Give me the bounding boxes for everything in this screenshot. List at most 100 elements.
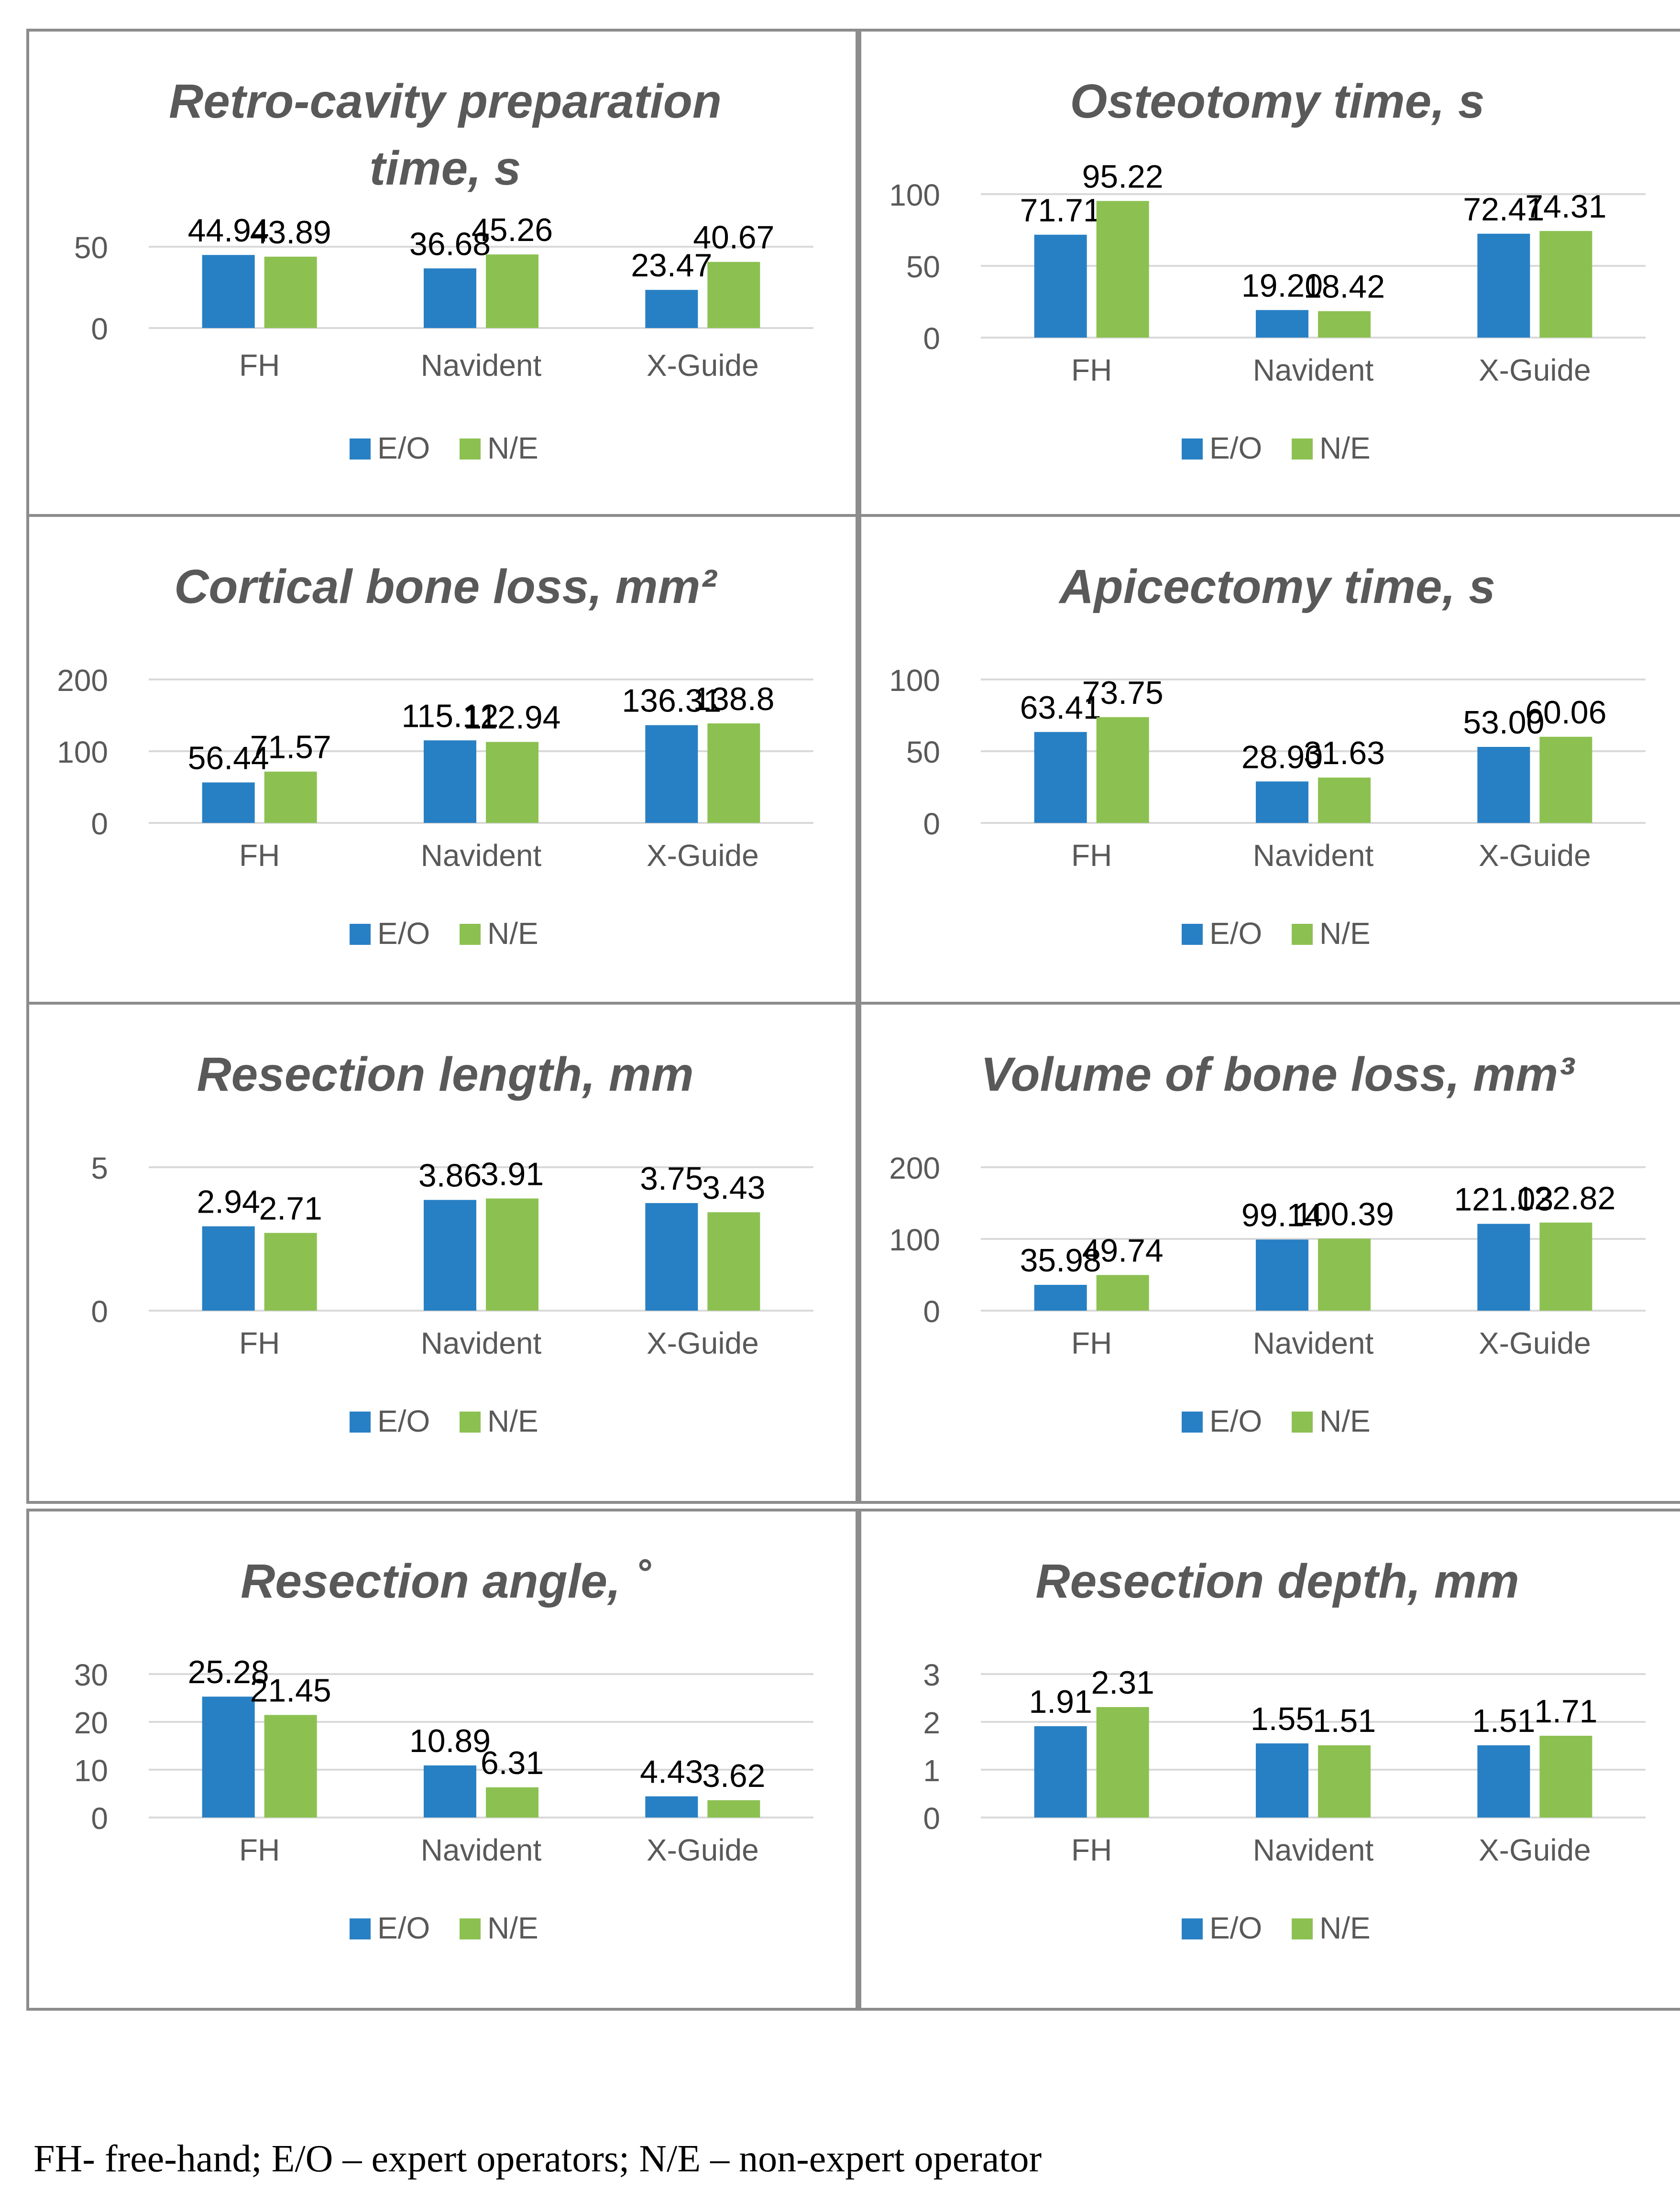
legend-label: E/O <box>377 1911 430 1945</box>
y-tick-label: 200 <box>889 1151 940 1185</box>
legend-label: E/O <box>377 1404 430 1438</box>
y-tick-label: 0 <box>923 1801 940 1836</box>
bar-eo-fh <box>1034 234 1087 338</box>
y-tick-label: 0 <box>923 321 940 356</box>
legend-swatch <box>1292 1412 1313 1433</box>
category-label: X-Guide <box>1479 1326 1591 1360</box>
bar-eo-x-guide <box>1477 1745 1530 1818</box>
bar-ne-fh <box>264 1233 317 1311</box>
y-tick-label: 0 <box>923 1294 940 1329</box>
bar-eo-x-guide <box>645 290 698 328</box>
data-label: 2.94 <box>197 1184 260 1220</box>
chart-svg: Resection length, mm 0 5 2.942.71 FH 3.863.91… <box>91 1048 813 1438</box>
data-label: 72.41 <box>1463 191 1544 228</box>
data-label: 1.51 <box>1313 1703 1376 1739</box>
y-tick-label: 20 <box>74 1706 108 1740</box>
legend-swatch <box>350 1412 371 1433</box>
bar-ne-x-guide <box>1539 1736 1592 1818</box>
bar-ne-navident <box>1318 1238 1371 1311</box>
bar-ne-fh <box>1096 1275 1149 1311</box>
category-label: X-Guide <box>1479 1833 1591 1867</box>
data-label: 71.71 <box>1020 192 1101 229</box>
data-label: 112.94 <box>464 700 561 736</box>
y-tick-label: 0 <box>91 1801 108 1836</box>
data-label: 1.55 <box>1251 1701 1314 1737</box>
chart-title: Resection length, mm <box>197 1048 693 1101</box>
bar-eo-fh <box>1034 732 1087 823</box>
category-label: X-Guide <box>647 1833 759 1867</box>
bar-eo-fh <box>202 1697 255 1818</box>
category-label: FH <box>1071 838 1112 873</box>
category-label: FH <box>1071 1326 1112 1360</box>
legend-swatch <box>350 924 371 945</box>
data-label: 1.51 <box>1472 1703 1535 1739</box>
data-label: 73.75 <box>1082 675 1164 711</box>
legend-swatch <box>1182 1412 1203 1433</box>
legend-swatch <box>1182 438 1203 460</box>
bar-ne-fh <box>264 256 317 328</box>
data-label: 43.89 <box>250 214 331 251</box>
bar-ne-x-guide <box>1539 231 1592 338</box>
y-tick-label: 100 <box>889 178 940 212</box>
category-label: Navident <box>421 838 542 873</box>
category-label: Navident <box>421 348 542 383</box>
legend-swatch <box>1292 438 1313 460</box>
category-label: FH <box>1071 353 1112 387</box>
data-label: 21.45 <box>250 1673 331 1709</box>
legend-swatch <box>1182 1918 1203 1939</box>
data-label: 35.98 <box>1020 1242 1101 1279</box>
category-label: FH <box>239 1833 280 1867</box>
data-label: 138.8 <box>693 681 774 717</box>
y-tick-label: 0 <box>91 807 108 841</box>
chart-panel-3: Cortical bone loss, mm² 0 100 200 56.44 71.57… <box>26 514 858 1016</box>
bar-ne-navident <box>1318 777 1371 823</box>
chart-title: Apicectomy time, s <box>1058 560 1495 613</box>
data-label: 95.22 <box>1082 158 1164 195</box>
data-label: 71.57 <box>250 729 331 766</box>
legend-label: E/O <box>1209 1404 1262 1438</box>
data-label: 10.89 <box>409 1723 491 1759</box>
data-label: 4.43 <box>640 1754 703 1790</box>
chart-title: Osteotomy time, s <box>1070 75 1485 128</box>
bar-eo-navident <box>1256 1239 1308 1311</box>
legend-label: E/O <box>377 431 430 465</box>
bar-eo-x-guide <box>1477 747 1530 823</box>
legend-swatch <box>1182 924 1203 945</box>
category-label: X-Guide <box>1479 353 1591 387</box>
data-label: 53.00 <box>1463 704 1544 741</box>
bar-eo-x-guide <box>1477 1224 1530 1311</box>
bar-ne-x-guide <box>707 1212 760 1311</box>
data-label: 28.90 <box>1241 739 1323 775</box>
bar-eo-navident <box>424 1765 476 1818</box>
chart-panel-1: Retro-cavity preparation time, s 0 50 44.94 4… <box>26 29 858 531</box>
data-label: 60.06 <box>1525 694 1606 731</box>
bar-eo-x-guide <box>645 1203 698 1311</box>
chart-svg: Volume of bone loss, mm³ 0 100 200 35.9849.7… <box>889 1048 1646 1438</box>
data-label: 122.82 <box>1516 1180 1615 1216</box>
chart-title: Cortical bone loss, mm² <box>174 560 717 613</box>
bar-eo-x-guide <box>645 1796 698 1818</box>
y-tick-label: 50 <box>906 735 940 769</box>
chart-title: Retro-cavity preparation <box>169 75 722 128</box>
bar-ne-navident <box>1318 1745 1371 1818</box>
data-label: 36.68 <box>409 226 491 262</box>
chart-panel-4: Apicectomy time, s 0 50 100 63.41 73.75 FH 28.9… <box>858 514 1680 1016</box>
y-tick-label: 0 <box>91 1294 108 1329</box>
legend-label: N/E <box>1319 916 1371 951</box>
data-label: 3.62 <box>702 1758 765 1794</box>
legend-swatch <box>460 1412 481 1433</box>
chart-svg: Resection depth, mm01231.912.31FH1.551.5… <box>923 1555 1646 1945</box>
data-label: 1.91 <box>1029 1684 1092 1720</box>
bar-eo-navident <box>424 740 476 823</box>
category-label: X-Guide <box>647 838 759 873</box>
category-label: FH <box>239 838 280 873</box>
y-tick-label: 1 <box>923 1753 940 1788</box>
bar-ne-navident <box>1318 311 1371 338</box>
bar-ne-x-guide <box>707 1800 760 1818</box>
data-label: 121.03 <box>1454 1181 1553 1217</box>
bar-ne-navident <box>486 742 538 823</box>
category-label: Navident <box>1253 1833 1374 1867</box>
